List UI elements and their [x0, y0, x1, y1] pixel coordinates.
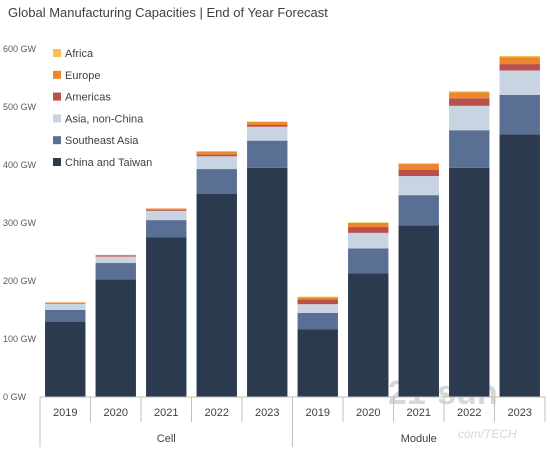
y-tick-label: 300 GW [3, 218, 37, 228]
bar-segment [95, 254, 136, 257]
y-tick-label: 0 GW [3, 392, 27, 402]
x-tick-label: 2021 [407, 407, 431, 419]
bar-segment [247, 124, 288, 127]
bar-segment [398, 163, 439, 170]
bar-segment [45, 303, 86, 304]
legend-label: Americas [65, 92, 111, 104]
bar-segment [348, 273, 389, 397]
bar-segment [95, 256, 136, 264]
legend-label: Asia, non-China [65, 113, 144, 125]
bar-segment [196, 194, 237, 397]
chart-title: Global Manufacturing Capacities | End of… [8, 5, 328, 20]
bar-segment [398, 163, 439, 164]
bar-segment [398, 195, 439, 226]
bar-segment [499, 70, 540, 95]
legend-swatch [53, 92, 61, 101]
legend-label: Europe [65, 70, 100, 82]
bars [45, 55, 540, 397]
bar-segment [45, 310, 86, 322]
bar-segment [348, 232, 389, 249]
x-tick-label: 2019 [53, 407, 77, 419]
bar-segment [297, 312, 338, 330]
bar-segment [398, 225, 439, 397]
bar-segment [95, 263, 136, 280]
x-tick-label: 2021 [154, 407, 178, 419]
bar-segment [247, 140, 288, 168]
legend-swatch [53, 158, 61, 166]
bar-segment [45, 321, 86, 397]
y-tick-label: 100 GW [3, 334, 37, 344]
bar-segment [95, 279, 136, 397]
legend-swatch [53, 70, 61, 79]
bar-segment [196, 169, 237, 194]
bar-segment [247, 122, 288, 125]
bar-segment [146, 237, 187, 397]
bar-segment [297, 329, 338, 397]
legend-label: Africa [65, 48, 94, 60]
bar-segment [348, 227, 389, 233]
bar-segment [449, 167, 490, 397]
y-axis: 0 GW 100 GW 200 GW 300 GW 400 GW 500 GW 600 GW [3, 44, 37, 402]
bar-segment [348, 223, 389, 228]
bar-segment [196, 151, 237, 155]
bar-segment [247, 126, 288, 141]
bar-segment [449, 130, 490, 168]
watermark-subtext: com/TECH [458, 427, 517, 441]
bar-segment [297, 296, 338, 298]
bar-segment [95, 256, 136, 257]
x-tick-label: 2023 [508, 407, 532, 419]
bar-segment [297, 299, 338, 305]
y-tick-label: 200 GW [3, 276, 37, 286]
bar-segment [247, 167, 288, 397]
bar-segment [146, 209, 187, 211]
y-tick-label: 500 GW [3, 102, 37, 112]
bar-segment [297, 297, 338, 300]
legend-swatch [53, 114, 61, 123]
bar-segment [348, 248, 389, 274]
bar-segment [196, 151, 237, 152]
bar-segment [449, 92, 490, 99]
x-tick-label: 2023 [255, 407, 279, 419]
bar-segment [297, 304, 338, 313]
bar-segment [45, 302, 86, 304]
legend-label: China and Taiwan [65, 157, 152, 169]
x-tick-label: 2022 [205, 407, 229, 419]
x-tick-label: 2020 [356, 407, 380, 419]
bar-segment [499, 64, 540, 71]
bar-segment [398, 169, 439, 177]
x-group-label: Module [401, 433, 437, 445]
x-tick-label: 2020 [104, 407, 128, 419]
bar-segment [449, 91, 490, 93]
legend: Africa Europe Americas Asia, non-China South… [53, 48, 152, 169]
bar-segment [449, 98, 490, 106]
bar-segment [499, 94, 540, 135]
bar-segment [45, 303, 86, 310]
x-tick-label: 2019 [306, 407, 330, 419]
legend-swatch [53, 136, 61, 145]
bar-segment [146, 220, 187, 238]
bar-segment [146, 210, 187, 221]
bar-segment [398, 176, 439, 196]
bar-segment [247, 121, 288, 123]
y-tick-label: 400 GW [3, 160, 37, 170]
bar-segment [499, 134, 540, 397]
bar-segment [499, 57, 540, 65]
x-tick-label: 2022 [457, 407, 481, 419]
bar-segment [449, 105, 490, 131]
y-tick-label: 600 GW [3, 44, 37, 54]
x-axis: 2019 2020 2021 2022 2023 Cell 2019 2020 2021 2022… [39, 396, 546, 447]
bar-segment [499, 55, 540, 58]
bar-segment [348, 222, 389, 223]
bar-segment [196, 156, 237, 170]
legend-swatch [53, 49, 61, 57]
x-group-label: Cell [157, 433, 176, 445]
legend-label: Southeast Asia [65, 135, 139, 147]
bar-segment [196, 154, 237, 157]
bar-segment [146, 208, 187, 210]
